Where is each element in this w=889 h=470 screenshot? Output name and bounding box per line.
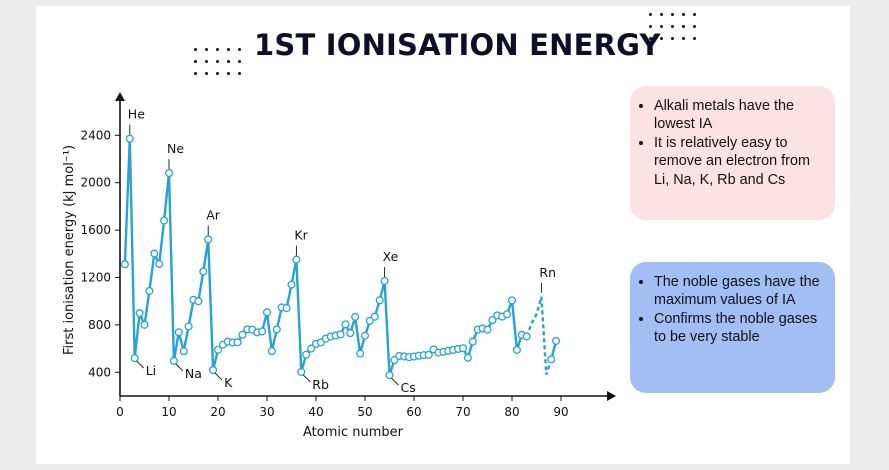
y-axis-arrow (115, 92, 125, 101)
data-point (297, 367, 306, 376)
data-point (380, 277, 389, 286)
data-point (522, 332, 531, 341)
data-point (341, 320, 350, 329)
data-point (125, 134, 134, 143)
dots-decoration-left (194, 48, 241, 75)
x-tick-label: 20 (210, 405, 225, 419)
data-point (287, 280, 296, 289)
data-point (150, 249, 159, 258)
data-point (458, 344, 468, 353)
data-point (169, 356, 178, 365)
data-point (120, 260, 129, 269)
annotation-leader (214, 372, 223, 381)
note-alkali-point: It is relatively easy to remove an elect… (654, 134, 825, 189)
data-point (184, 322, 193, 331)
note-noble-point: The noble gases have the maximum values … (654, 273, 825, 310)
x-tick-label: 70 (455, 405, 470, 419)
annotation-label: Kr (294, 228, 308, 243)
x-tick-label: 0 (116, 405, 124, 419)
data-point (375, 296, 384, 305)
x-tick-label: 30 (259, 405, 274, 419)
data-point (262, 308, 272, 317)
x-tick-label: 40 (308, 405, 323, 419)
data-point (351, 312, 360, 321)
data-point (282, 304, 291, 313)
data-point (302, 350, 311, 359)
data-point (346, 329, 355, 338)
annotation-label: Cs (401, 380, 416, 395)
annotation-label: Rb (312, 377, 329, 392)
y-tick-label: 1600 (80, 223, 111, 237)
x-tick-label: 60 (406, 405, 421, 419)
data-point (209, 365, 218, 375)
x-axis-label: Atomic number (303, 425, 404, 440)
data-point (140, 320, 149, 329)
x-tick-label: 10 (161, 405, 176, 419)
data-point (130, 354, 139, 363)
note-alkali-point: Alkali metals have the lowest IA (654, 97, 825, 134)
x-tick-label: 50 (357, 405, 372, 419)
data-point (507, 296, 517, 305)
note-alkali-metals: Alkali metals have the lowest IA It is r… (630, 86, 835, 220)
data-point (488, 316, 497, 325)
note-noble-gases: The noble gases have the maximum values … (630, 262, 835, 393)
annotation-label: Rn (539, 265, 556, 280)
note-noble-point: Confirms the noble gases to be very stab… (654, 310, 825, 347)
data-point (272, 325, 281, 334)
annotation-label: K (224, 375, 233, 390)
data-point (233, 338, 242, 347)
data-point (307, 344, 316, 353)
data-point (194, 297, 203, 306)
data-point (360, 331, 370, 340)
y-tick-label: 2400 (80, 128, 111, 142)
data-point (336, 330, 345, 339)
y-axis-label: First ionisation energy (kJ mol⁻¹) (62, 145, 77, 355)
annotation-label: Li (146, 363, 156, 378)
annotation-leader (302, 374, 311, 383)
data-point (547, 355, 556, 364)
data-point (160, 216, 169, 225)
dots-decoration-right (649, 13, 696, 40)
x-tick-label: 90 (553, 405, 568, 419)
page-title: 1ST IONISATION ENERGY (254, 28, 661, 62)
data-point (552, 336, 561, 345)
y-tick-label: 2000 (80, 176, 111, 190)
annotation-label: Na (185, 366, 202, 381)
data-point (199, 267, 208, 276)
data-point (292, 255, 301, 264)
data-point (503, 310, 512, 319)
x-axis-arrow (607, 391, 616, 401)
data-point (258, 327, 267, 336)
y-tick-label: 1200 (80, 271, 111, 285)
annotation-leader (175, 363, 184, 372)
data-point (179, 347, 188, 356)
data-point (164, 169, 174, 178)
annotation-leader (136, 360, 145, 369)
data-point (213, 345, 223, 354)
data-point (385, 371, 394, 380)
data-point (463, 353, 472, 362)
data-point (512, 345, 521, 354)
data-point (468, 337, 477, 346)
annotation-label: Xe (383, 249, 399, 264)
data-point (135, 309, 144, 318)
y-tick-label: 400 (88, 365, 111, 379)
data-point (424, 350, 433, 359)
annotation-label: Ar (206, 207, 221, 222)
x-tick-label: 80 (504, 405, 519, 419)
data-point (267, 347, 276, 356)
data-point (356, 349, 365, 358)
data-point (174, 328, 183, 337)
data-point (145, 286, 154, 296)
annotation-leader (391, 377, 399, 386)
annotation-label: Ne (167, 141, 184, 156)
data-point (483, 325, 492, 334)
y-tick-label: 800 (88, 318, 111, 332)
data-point (204, 235, 213, 244)
annotation-label: He (128, 107, 145, 122)
data-point (155, 259, 164, 269)
data-point (238, 330, 247, 339)
data-point (370, 312, 379, 321)
